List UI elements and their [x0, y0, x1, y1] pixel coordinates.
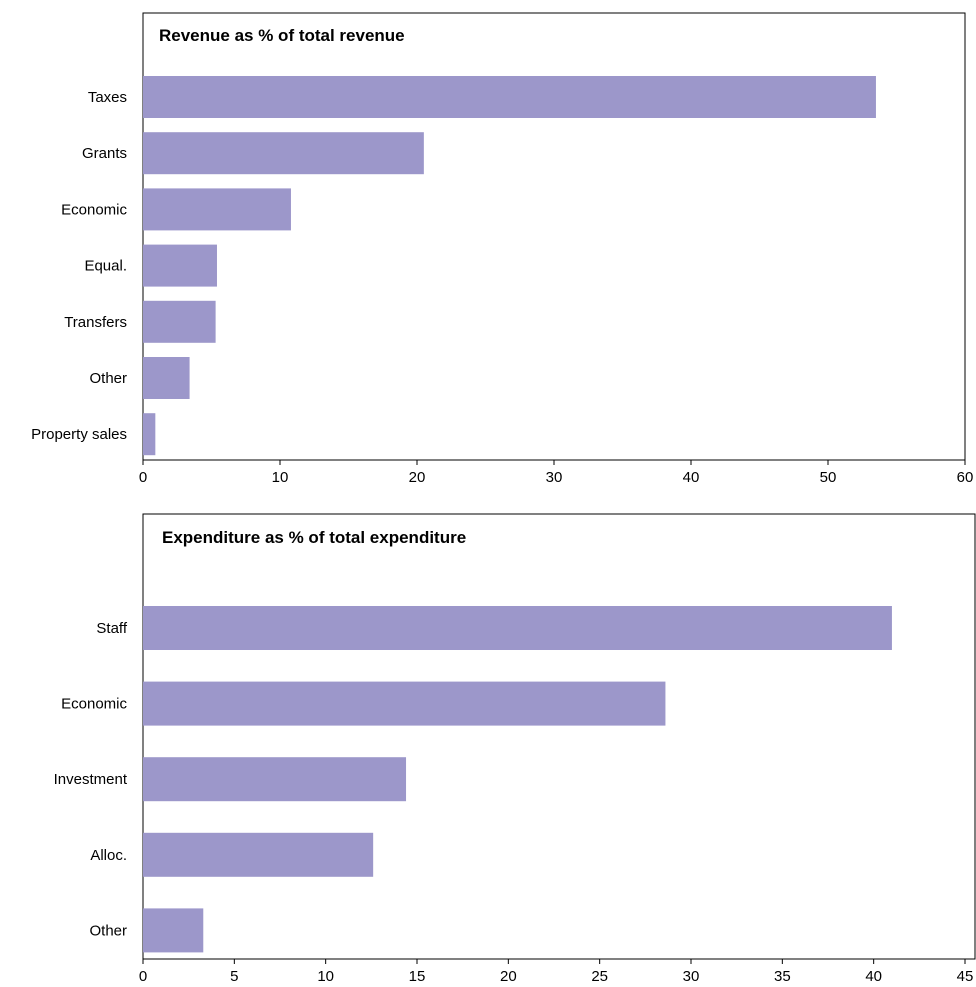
expenditure-bar-economic [143, 681, 666, 726]
revenue-x-tick-label: 40 [683, 469, 700, 486]
revenue-chart-title: Revenue as % of total revenue [159, 26, 405, 45]
revenue-panel: Revenue as % of total revenue Taxes Grant… [31, 12, 974, 486]
expenditure-bar-investment [143, 757, 407, 802]
revenue-bar-equal [143, 244, 217, 287]
revenue-x-tick-label: 50 [820, 469, 837, 486]
revenue-x-axis: 0 10 20 30 40 50 60 [139, 460, 974, 486]
expenditure-x-tick-label: 20 [500, 968, 517, 985]
expenditure-x-tick-label: 0 [139, 968, 147, 985]
revenue-x-tick-label: 60 [957, 469, 974, 486]
expenditure-plot-frame [142, 513, 976, 960]
revenue-x-tick-label: 20 [409, 469, 426, 486]
expenditure-x-tick-label: 5 [230, 968, 238, 985]
expenditure-bar-staff [143, 606, 892, 650]
expenditure-x-tick-label: 10 [317, 968, 334, 985]
revenue-bar-taxes [143, 76, 876, 118]
expenditure-category-label-alloc: Alloc. [90, 847, 127, 864]
expenditure-category-label-staff: Staff [96, 620, 127, 637]
revenue-category-label-transfers: Transfers [64, 314, 127, 331]
expenditure-chart-title: Expenditure as % of total expenditure [162, 528, 466, 547]
revenue-x-tick-label: 0 [139, 469, 147, 486]
expenditure-bar-other [143, 908, 204, 953]
revenue-category-label-equal: Equal. [84, 258, 127, 275]
revenue-bar-grants [143, 132, 424, 175]
expenditure-category-label-investment: Investment [54, 771, 128, 788]
revenue-category-label-other: Other [89, 370, 127, 387]
revenue-bar-economic [143, 188, 291, 231]
expenditure-category-label-other: Other [89, 922, 127, 939]
expenditure-panel: Expenditure as % of total expenditure St… [54, 513, 976, 985]
expenditure-bar-alloc [143, 832, 374, 877]
revenue-bar-property-sales [143, 413, 156, 456]
expenditure-x-axis: 0 5 10 15 20 25 30 35 40 45 [139, 959, 974, 985]
revenue-category-label-grants: Grants [82, 145, 127, 162]
expenditure-x-tick-label: 15 [409, 968, 426, 985]
revenue-bar-other [143, 357, 190, 399]
expenditure-x-tick-label: 35 [774, 968, 791, 985]
expenditure-bars [143, 606, 892, 953]
expenditure-x-tick-label: 40 [865, 968, 882, 985]
revenue-bar-transfers [143, 300, 216, 343]
revenue-x-tick-label: 30 [546, 469, 563, 486]
expenditure-x-tick-label: 45 [957, 968, 974, 985]
revenue-category-label-economic: Economic [61, 201, 127, 218]
expenditure-x-tick-label: 30 [683, 968, 700, 985]
revenue-x-tick-label: 10 [272, 469, 289, 486]
expenditure-category-label-economic: Economic [61, 696, 127, 713]
expenditure-category-labels: Staff Economic Investment Alloc. Other [54, 620, 128, 939]
expenditure-x-tick-label: 25 [591, 968, 608, 985]
revenue-category-labels: Taxes Grants Economic Equal. Transfers Other P… [31, 89, 127, 443]
revenue-category-label-taxes: Taxes [88, 89, 127, 106]
revenue-bars [143, 76, 876, 456]
revenue-category-label-property-sales: Property sales [31, 426, 127, 443]
